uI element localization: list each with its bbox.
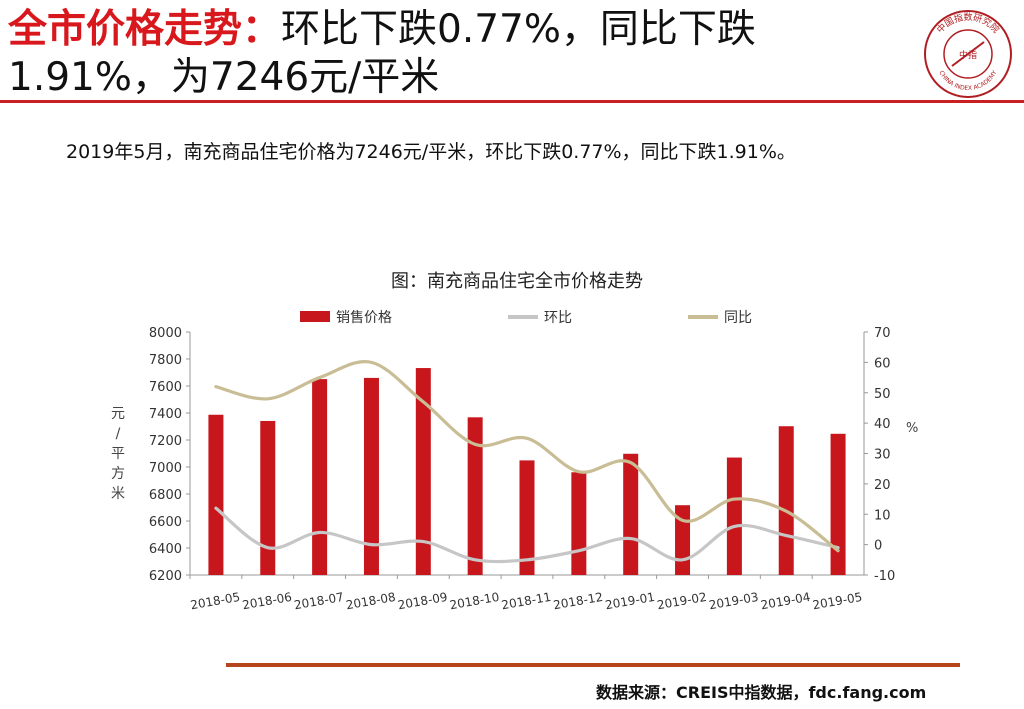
title-highlight: 全市价格走势：: [8, 7, 282, 52]
right-tick-label: 20: [874, 478, 891, 493]
x-tick-label: 2018-10: [449, 590, 501, 612]
bar-sales-price: [830, 433, 846, 575]
bar-sales-price: [571, 472, 587, 575]
price-trend-chart: 图：南充商品住宅全市价格走势 销售价格 环比 同比 8000 7800 7600 7400…: [0, 260, 1024, 620]
bar-sales-price: [260, 420, 276, 575]
bar-sales-price: [467, 417, 483, 575]
x-tick-label: 2018-12: [552, 590, 604, 612]
left-axis-label-char: 方: [111, 466, 125, 482]
x-tick-label: 2019-02: [656, 590, 708, 612]
line-mom: [214, 506, 840, 564]
logo-ring-text: 中国指数研究院: [934, 11, 1002, 36]
bar-sales-price: [778, 426, 794, 575]
left-tick-label: 7000: [149, 461, 182, 476]
right-tick-label: 30: [874, 448, 891, 463]
legend-label: 销售价格: [336, 310, 392, 326]
summary-text: 2019年5月，南充商品住宅价格为7246元/平米，环比下跌0.77%，同比下跌…: [66, 141, 796, 163]
right-tick-label: 50: [874, 387, 891, 402]
x-tick-label: 2018-05: [189, 590, 241, 612]
left-axis-label-char: /: [116, 426, 121, 442]
left-tick-label: 8000: [149, 326, 182, 341]
left-tick-label: 7200: [149, 434, 182, 449]
china-index-academy-logo: 中国指数研究院 CHINA INDEX ACADEMY 中指: [922, 8, 1014, 100]
page-title: 全市价格走势：环比下跌0.77%，同比下跌 1.91%，为7246元/平米: [8, 6, 898, 102]
bar-sales-price: [623, 453, 639, 575]
x-tick-label: 2018-07: [293, 590, 345, 612]
bar-sales-price: [415, 368, 431, 575]
left-axis-label-char: 平: [111, 446, 125, 462]
right-tick-label: 70: [874, 326, 891, 341]
bar-series: [208, 368, 846, 575]
x-axis-ticks: 2018-05 2018-06 2018-07 2018-08 2018-09 2018-…: [189, 575, 863, 612]
left-tick-label: 6600: [149, 515, 182, 530]
left-tick-label: 6200: [149, 569, 182, 584]
bar-sales-price: [726, 457, 742, 575]
right-tick-label: 60: [874, 356, 891, 371]
chart-svg: 图：南充商品住宅全市价格走势 销售价格 环比 同比 8000 7800 7600 7400…: [111, 271, 918, 612]
logo-english-text: CHINA INDEX ACADEMY: [937, 69, 998, 92]
title-line1-rest: 环比下跌0.77%，同比下跌: [281, 7, 756, 52]
line-yoy: [214, 360, 840, 553]
right-axis-ticks: 70 60 50 40 30 20 10 0 -10: [864, 326, 895, 584]
x-tick-label: 2018-08: [345, 590, 397, 612]
line-series: [214, 360, 840, 564]
left-tick-label: 7600: [149, 380, 182, 395]
left-axis-ticks: 8000 7800 7600 7400 7200 7000 6800 6600 6400 6200: [149, 326, 190, 584]
x-tick-label: 2019-03: [708, 590, 760, 612]
bar-sales-price: [208, 414, 224, 575]
left-tick-label: 6800: [149, 488, 182, 503]
svg-text:CHINA INDEX ACADEMY: CHINA INDEX ACADEMY: [937, 69, 998, 92]
title-line2: 1.91%，为7246元/平米: [8, 55, 440, 100]
svg-text:中国指数研究院: 中国指数研究院: [934, 11, 1002, 36]
left-tick-label: 6400: [149, 542, 182, 557]
logo-center-text: 中指: [959, 49, 977, 61]
right-tick-label: 40: [874, 417, 891, 432]
left-axis-label-char: 米: [111, 486, 125, 502]
header-divider: [0, 100, 1024, 103]
x-tick-label: 2018-06: [241, 590, 293, 612]
chart-title: 图：南充商品住宅全市价格走势: [391, 271, 643, 292]
legend-label: 环比: [544, 310, 572, 326]
bar-sales-price: [363, 377, 379, 575]
x-tick-label: 2018-09: [397, 590, 449, 612]
right-tick-label: 0: [874, 539, 882, 554]
data-source: 数据来源：CREIS中指数据，fdc.fang.com: [596, 683, 927, 702]
logo-seal-icon: 中国指数研究院 CHINA INDEX ACADEMY 中指: [924, 10, 1012, 98]
x-tick-label: 2018-11: [500, 590, 552, 612]
right-tick-label: 10: [874, 508, 891, 523]
right-axis-label: %: [906, 421, 918, 436]
left-tick-label: 7400: [149, 407, 182, 422]
x-tick-label: 2019-01: [604, 590, 656, 612]
slide-header: 全市价格走势：环比下跌0.77%，同比下跌 1.91%，为7246元/平米 中国…: [0, 0, 1024, 104]
left-axis-label-char: 元: [111, 406, 125, 422]
bar-sales-price: [312, 379, 328, 575]
left-tick-label: 7800: [149, 353, 182, 368]
footer-divider: [226, 663, 960, 667]
bar-sales-price: [519, 460, 535, 575]
chart-legend: 销售价格 环比 同比: [300, 310, 752, 326]
x-tick-label: 2019-04: [760, 590, 812, 612]
right-tick-label: -10: [874, 569, 895, 584]
legend-label: 同比: [724, 310, 752, 326]
legend-swatch-bar: [300, 311, 330, 322]
x-tick-label: 2019-05: [811, 590, 863, 612]
left-axis-label: 元 / 平方米: [111, 406, 125, 502]
